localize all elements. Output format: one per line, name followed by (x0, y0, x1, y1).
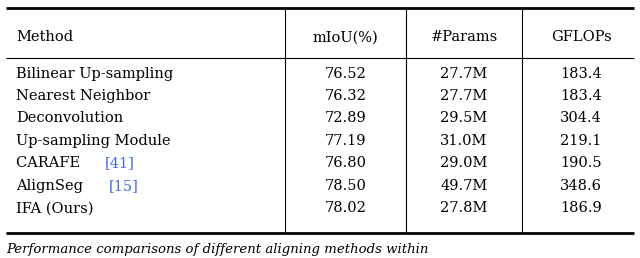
Text: 29.5M: 29.5M (440, 111, 488, 125)
Text: 190.5: 190.5 (560, 156, 602, 170)
Text: 78.02: 78.02 (324, 201, 367, 215)
Text: Nearest Neighbor: Nearest Neighbor (16, 89, 150, 103)
Text: 76.32: 76.32 (324, 89, 367, 103)
Text: 219.1: 219.1 (561, 134, 602, 148)
Text: Method: Method (16, 30, 73, 44)
Text: #Params: #Params (430, 30, 498, 44)
Text: GFLOPs: GFLOPs (551, 30, 611, 44)
Text: CARAFE: CARAFE (16, 156, 84, 170)
Text: [15]: [15] (108, 179, 138, 193)
Text: Bilinear Up-sampling: Bilinear Up-sampling (16, 67, 173, 80)
Text: 304.4: 304.4 (560, 111, 602, 125)
Text: 49.7M: 49.7M (440, 179, 488, 193)
Text: 27.7M: 27.7M (440, 89, 488, 103)
Text: 31.0M: 31.0M (440, 134, 488, 148)
Text: mIoU(%): mIoU(%) (313, 30, 378, 44)
Text: Up-sampling Module: Up-sampling Module (16, 134, 170, 148)
Text: 348.6: 348.6 (560, 179, 602, 193)
Text: Deconvolution: Deconvolution (16, 111, 124, 125)
Text: AlignSeg: AlignSeg (16, 179, 88, 193)
Text: 76.52: 76.52 (324, 67, 367, 80)
Text: 29.0M: 29.0M (440, 156, 488, 170)
Text: 76.80: 76.80 (324, 156, 367, 170)
Text: IFA (Ours): IFA (Ours) (16, 201, 93, 215)
Text: 27.7M: 27.7M (440, 67, 488, 80)
Text: [41]: [41] (105, 156, 134, 170)
Text: 78.50: 78.50 (324, 179, 367, 193)
Text: 183.4: 183.4 (560, 67, 602, 80)
Text: 27.8M: 27.8M (440, 201, 488, 215)
Text: 186.9: 186.9 (560, 201, 602, 215)
Text: Performance comparisons of different aligning methods within: Performance comparisons of different ali… (6, 243, 429, 256)
Text: 72.89: 72.89 (324, 111, 367, 125)
Text: 77.19: 77.19 (325, 134, 366, 148)
Text: 183.4: 183.4 (560, 89, 602, 103)
